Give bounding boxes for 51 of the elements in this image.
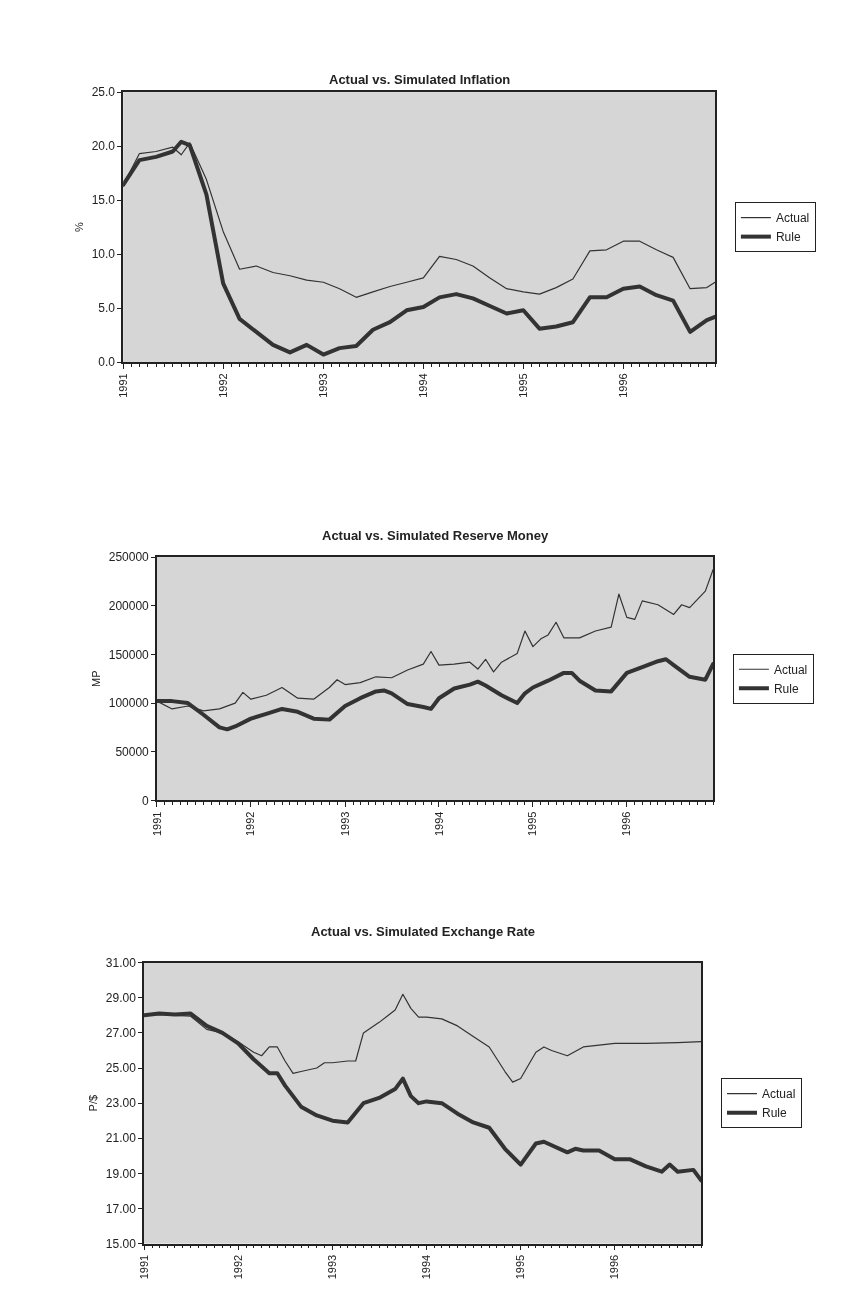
y-tick-label: 200000 [108, 598, 150, 613]
y-tick-label: 29.00 [105, 990, 137, 1005]
y-axis-title: MP [89, 670, 102, 687]
y-tick-label: 27.00 [105, 1026, 137, 1041]
x-tick-label: 1996 [608, 1254, 621, 1280]
y-tick-label: 31.00 [105, 955, 137, 970]
x-tick-label: 1994 [432, 811, 445, 837]
y-tick-label: 17.00 [105, 1201, 137, 1216]
x-tick-label: 1991 [116, 373, 129, 398]
chart-title: Actual vs. Simulated Exchange Rate [311, 924, 535, 939]
y-tick-label: 15.00 [105, 1236, 137, 1251]
x-tick-label: 1994 [420, 1254, 433, 1280]
y-tick-label: 0 [142, 793, 150, 808]
y-tick-label: 19.00 [105, 1166, 137, 1181]
y-tick-label: 23.00 [105, 1096, 137, 1111]
y-tick-label: 25.0 [91, 85, 116, 100]
y-tick-label: 10.0 [91, 247, 116, 262]
x-tick-label: 1993 [316, 373, 329, 398]
x-tick-label: 1993 [326, 1254, 339, 1280]
y-tick-label: 21.00 [105, 1131, 137, 1146]
legend-label: Rule [775, 230, 801, 245]
y-axis-title: P/$ [87, 1094, 99, 1112]
x-tick-label: 1996 [620, 811, 633, 837]
x-tick-label: 1992 [231, 1254, 244, 1280]
chart-title: Actual vs. Simulated Inflation [329, 72, 511, 87]
x-tick-label: 1995 [514, 1254, 527, 1280]
x-tick-label: 1995 [516, 373, 529, 398]
legend-label: Actual [773, 662, 808, 677]
legend-label: Rule [762, 1106, 788, 1121]
y-tick-label: 50000 [115, 744, 150, 759]
y-tick-label: 250000 [108, 550, 150, 565]
y-tick-label: 20.0 [91, 139, 116, 154]
legend-label: Actual [762, 1087, 796, 1102]
y-tick-label: 100000 [108, 696, 150, 711]
y-tick-label: 15.0 [91, 193, 116, 208]
x-tick-label: 1992 [244, 811, 257, 837]
x-tick-label: 1991 [137, 1254, 150, 1280]
x-tick-label: 1994 [416, 373, 429, 398]
y-tick-label: 25.00 [105, 1061, 137, 1076]
x-tick-label: 1996 [616, 373, 629, 398]
y-axis-title: % [72, 222, 85, 233]
x-tick-label: 1991 [150, 811, 163, 837]
legend-label: Rule [773, 681, 799, 696]
x-tick-label: 1993 [338, 811, 351, 837]
chart-title: Actual vs. Simulated Reserve Money [322, 528, 549, 543]
y-tick-label: 0.0 [98, 355, 116, 370]
legend-label: Actual [775, 211, 810, 226]
x-tick-label: 1995 [526, 811, 539, 837]
x-tick-label: 1992 [216, 373, 229, 398]
y-tick-label: 5.0 [98, 301, 116, 316]
y-tick-label: 150000 [108, 647, 150, 662]
